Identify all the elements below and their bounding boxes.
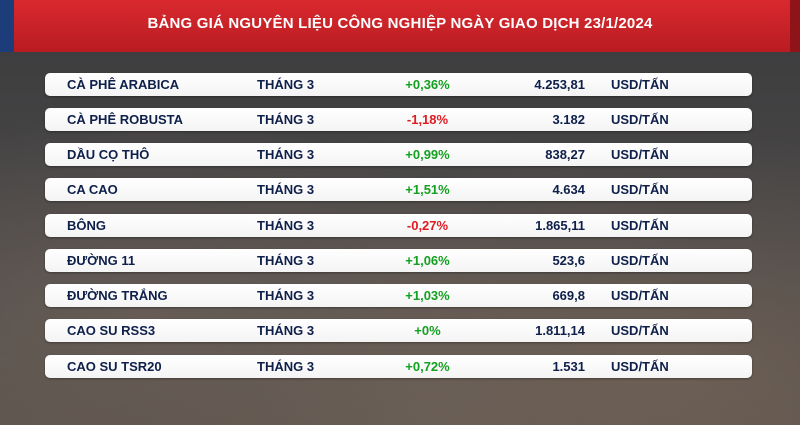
- table-row: CAO SU RSS3 THÁNG 3 +0% 1.811,14 USD/TẤN: [45, 319, 752, 342]
- price-unit: USD/TẤN: [611, 77, 669, 92]
- commodity-name: CÀ PHÊ ARABICA: [67, 77, 180, 92]
- price-change: +0%: [414, 323, 441, 338]
- price-change: +0,99%: [405, 147, 450, 162]
- banner-fold-left: [0, 0, 14, 52]
- table-row: DẦU CỌ THÔ THÁNG 3 +0,99% 838,27 USD/TẤN: [45, 143, 752, 166]
- contract-month: THÁNG 3: [257, 218, 315, 233]
- table-row: BÔNG THÁNG 3 -0,27% 1.865,11 USD/TẤN: [45, 214, 752, 237]
- commodity-name: CA CAO: [67, 182, 118, 197]
- price-value: 3.182: [552, 112, 585, 127]
- commodity-name: DẦU CỌ THÔ: [67, 147, 150, 162]
- table-row: CAO SU TSR20 THÁNG 3 +0,72% 1.531 USD/TẤ…: [45, 355, 752, 378]
- contract-month: THÁNG 3: [257, 323, 315, 338]
- price-value: 1.865,11: [535, 218, 585, 233]
- page-title: BẢNG GIÁ NGUYÊN LIỆU CÔNG NGHIỆP NGÀY GI…: [147, 15, 653, 32]
- price-unit: USD/TẤN: [611, 218, 669, 233]
- commodity-name: BÔNG: [67, 218, 106, 233]
- price-value: 669,8: [552, 288, 585, 303]
- price-change: +0,36%: [405, 77, 450, 92]
- table-row: ĐƯỜNG 11 THÁNG 3 +1,06% 523,6 USD/TẤN: [45, 249, 752, 272]
- price-unit: USD/TẤN: [611, 359, 669, 374]
- price-unit: USD/TẤN: [611, 323, 669, 338]
- price-value: 838,27: [545, 147, 585, 162]
- banner-fold-right: [790, 0, 800, 52]
- price-value: 1.811,14: [535, 323, 585, 338]
- price-value: 1.531: [552, 359, 585, 374]
- table-row: CÀ PHÊ ARABICA THÁNG 3 +0,36% 4.253,81 U…: [45, 73, 752, 96]
- price-change: +1,51%: [405, 182, 450, 197]
- contract-month: THÁNG 3: [257, 288, 315, 303]
- commodity-name: CAO SU RSS3: [67, 323, 156, 338]
- price-unit: USD/TẤN: [611, 112, 669, 127]
- price-change: -1,18%: [406, 112, 449, 127]
- commodity-name: ĐƯỜNG TRẮNG: [67, 288, 168, 303]
- table-row: CA CAO THÁNG 3 +1,51% 4.634 USD/TẤN: [45, 178, 752, 201]
- contract-month: THÁNG 3: [257, 147, 315, 162]
- commodity-name: CAO SU TSR20: [67, 359, 162, 374]
- price-value: 4.634: [552, 182, 585, 197]
- price-unit: USD/TẤN: [611, 182, 669, 197]
- contract-month: THÁNG 3: [257, 182, 315, 197]
- table-row: CÀ PHÊ ROBUSTA THÁNG 3 -1,18% 3.182 USD/…: [45, 108, 752, 131]
- price-unit: USD/TẤN: [611, 147, 669, 162]
- price-value: 523,6: [552, 253, 585, 268]
- contract-month: THÁNG 3: [257, 359, 315, 374]
- contract-month: THÁNG 3: [257, 77, 315, 92]
- price-change: +0,72%: [405, 359, 450, 374]
- commodity-name: CÀ PHÊ ROBUSTA: [67, 112, 184, 127]
- contract-month: THÁNG 3: [257, 253, 315, 268]
- commodity-name: ĐƯỜNG 11: [67, 253, 136, 268]
- table-row: ĐƯỜNG TRẮNG THÁNG 3 +1,03% 669,8 USD/TẤN: [45, 284, 752, 307]
- price-value: 4.253,81: [534, 77, 585, 92]
- price-change: -0,27%: [406, 218, 449, 233]
- price-change: +1,06%: [405, 253, 450, 268]
- price-unit: USD/TẤN: [611, 288, 669, 303]
- contract-month: THÁNG 3: [257, 112, 315, 127]
- title-banner: BẢNG GIÁ NGUYÊN LIỆU CÔNG NGHIỆP NGÀY GI…: [0, 0, 800, 52]
- price-change: +1,03%: [405, 288, 450, 303]
- price-unit: USD/TẤN: [611, 253, 669, 268]
